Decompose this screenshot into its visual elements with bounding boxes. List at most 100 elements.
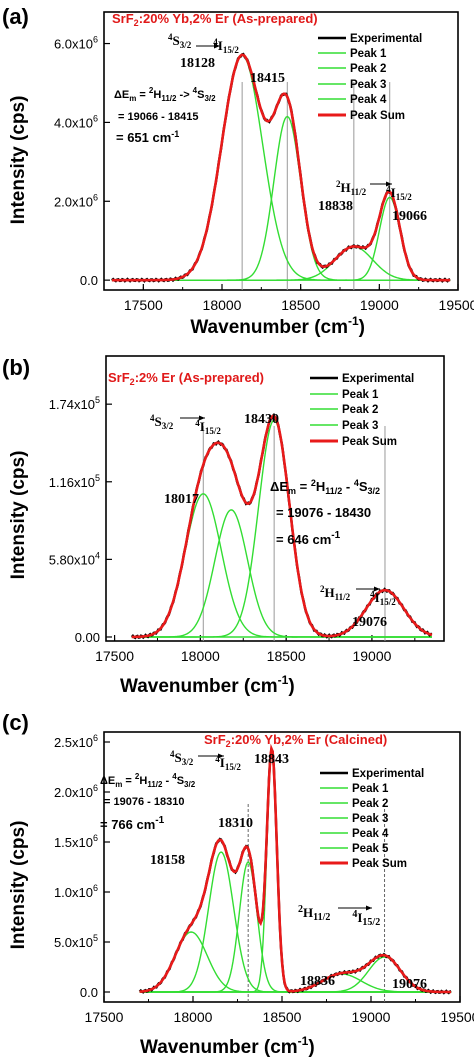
panel-a-peak-sum-curve xyxy=(111,53,451,282)
legend-c-peak5: Peak 5 xyxy=(352,843,389,855)
panel-b-peak-curve-4 xyxy=(131,509,432,638)
panel-c-ytick-label: 1.0x106 xyxy=(54,883,98,900)
panel-c-delta-label: ΔEm = 2H11/2 - 4S3/2 xyxy=(100,772,196,789)
panel-a-delta-calc: = 19066 - 18415 xyxy=(118,111,198,123)
legend-b-peak3: Peak 3 xyxy=(342,420,378,432)
panel-c-transition-minor: 2H11/2 4I15/2 xyxy=(298,904,380,928)
panel-a-peak-label-3: 18838 xyxy=(318,199,353,214)
panel-a-peak-label-4: 19066 xyxy=(392,209,427,224)
panel-a-peak-curve-3 xyxy=(111,245,451,281)
panel-a-xtick-label: 19000 xyxy=(360,297,399,313)
panel-a-letter: (a) xyxy=(2,4,29,29)
panel-b-plot-area: 17500 18000 18500 19000 0.00 5.80x104 1.16x105… xyxy=(49,355,445,664)
panel-c-ytick-label: 5.0x105 xyxy=(54,933,98,950)
panel-c-xtick-label: 17500 xyxy=(85,1009,124,1025)
panel-c-xtick-label: 19500 xyxy=(441,1009,474,1025)
panel-a-xtick-label: 18000 xyxy=(203,297,242,313)
panel-a-experimental-curve xyxy=(111,52,451,283)
panel-c-peak-label-2: 18310 xyxy=(218,816,253,831)
panel-b-annotations: 4S3/2 4I15/2 2H11/2 4I15/2 ΔEm = 2H11/2 - … xyxy=(150,412,396,630)
panel-c-xtick-label: 18500 xyxy=(263,1009,302,1025)
panel-c-delta-result: = 766 cm-1 xyxy=(100,815,165,832)
panel-b-transition-minor: 2H11/2 4I15/2 xyxy=(320,584,396,607)
panel-a-xlabel: Wavenumber (cm-1) xyxy=(190,314,365,338)
panel-c-ytick-label: 1.5x106 xyxy=(54,833,98,850)
legend-b-experimental: Experimental xyxy=(342,373,414,385)
legend-c-experimental: Experimental xyxy=(352,768,424,780)
legend-a-peaksum: Peak Sum xyxy=(350,110,405,122)
panel-c-letter: (c) xyxy=(2,710,29,735)
panel-b-peak-label-2: 18430 xyxy=(244,412,279,427)
panel-b-xtick-label: 18500 xyxy=(267,648,306,664)
panel-c-peak-curve-2 xyxy=(139,861,452,993)
panel-c-ytick-label: 0.0 xyxy=(80,985,98,1000)
panel-c-peak-label-4: 18836 xyxy=(300,974,335,989)
panel-b-ytick-label: 1.74x105 xyxy=(49,395,100,412)
panel-c-peak-label-1: 18158 xyxy=(150,853,185,868)
panel-a-chart: 17500 18000 18500 19000 19500 0.0 2.0x106 4.0x1… xyxy=(2,4,474,338)
panel-a-plot-area: 17500 18000 18500 19000 19500 0.0 2.0x106 4.0x1… xyxy=(54,11,474,313)
panel-b-ylabel: Intensity (cps) xyxy=(8,451,29,580)
legend-b-peaksum: Peak Sum xyxy=(342,436,397,448)
legend-c-peaksum: Peak Sum xyxy=(352,858,407,870)
legend-c-peak2: Peak 2 xyxy=(352,798,388,810)
panel-b-chart: 17500 18000 18500 19000 0.00 5.80x104 1.16x105… xyxy=(2,355,445,697)
panel-a-annotations: 4S3/2 4I15/2 2H11/2 4I15/2 ΔEm = 2H11/2 ->… xyxy=(114,32,427,224)
legend-c-peak1: Peak 1 xyxy=(352,783,389,795)
legend-c-peak3: Peak 3 xyxy=(352,813,388,825)
legend-b-peak2: Peak 2 xyxy=(342,404,378,416)
panel-b-delta-calc: = 19076 - 18430 xyxy=(276,505,371,520)
panel-b-transition-main: 4S3/2 4I15/2 xyxy=(150,413,221,436)
panel-b-peak-label-3: 19076 xyxy=(352,615,387,630)
panel-b-ytick-label: 0.00 xyxy=(75,630,100,645)
panel-a-xtick-label: 19500 xyxy=(439,297,474,313)
panel-c-plot-area: 17500 18000 18500 19000 19500 0.0 5.0x105 1.0x1… xyxy=(54,731,474,1025)
panel-c-peak-label-3: 18843 xyxy=(254,752,289,767)
panel-a-legend: Experimental Peak 1 Peak 2 Peak 3 Peak 4… xyxy=(318,33,422,122)
panel-c-xlabel: Wavenumber (cm-1) xyxy=(140,1034,315,1058)
panel-a-xtick-label: 17500 xyxy=(124,297,163,313)
panel-b-letter: (b) xyxy=(2,355,30,380)
panel-c-legend: Experimental Peak 1 Peak 2 Peak 3 Peak 4… xyxy=(320,768,424,870)
legend-a-experimental: Experimental xyxy=(350,33,422,45)
panel-c-peak-curve-1 xyxy=(139,851,452,993)
panel-b-peak-sum-curve xyxy=(131,414,433,639)
panel-a-ytick-label: 6.0x106 xyxy=(54,35,98,52)
panel-a-axes-frame xyxy=(103,11,459,291)
panel-c-ytick-label: 2.0x106 xyxy=(54,783,98,800)
panel-c-delta-calc: = 19076 - 18310 xyxy=(104,796,184,808)
panel-c-ytick-label: 2.5x106 xyxy=(54,733,98,750)
panel-a-xtick-label: 18500 xyxy=(281,297,320,313)
panel-a-ytick-label: 4.0x106 xyxy=(54,113,98,130)
panel-c-peak-sum-curve xyxy=(139,743,452,994)
panel-a-peak-label-1: 18128 xyxy=(180,56,215,71)
legend-c-peak4: Peak 4 xyxy=(352,828,389,840)
legend-a-peak3: Peak 3 xyxy=(350,79,386,91)
panel-c-chart: 17500 18000 18500 19000 19500 0.0 5.0x105 1.0x1… xyxy=(2,710,474,1058)
panel-b-xtick-label: 17500 xyxy=(95,648,134,664)
panel-a-ytick-label: 2.0x106 xyxy=(54,192,98,209)
panel-b-xtick-label: 19000 xyxy=(352,648,391,664)
panel-a-delta-result: = 651 cm-1 xyxy=(116,129,179,145)
panel-a-title: SrF2:20% Yb,2% Er (As-prepared) xyxy=(112,11,318,28)
legend-a-peak4: Peak 4 xyxy=(350,94,387,106)
panel-c-title: SrF2:20% Yb,2% Er (Calcined) xyxy=(204,732,387,749)
panel-c-transition-main: 4S3/2 4I15/2 xyxy=(170,749,241,772)
panel-a-peak-label-2: 18415 xyxy=(250,71,285,86)
panel-b-ytick-label: 5.80x104 xyxy=(49,550,100,567)
panel-b-axes-frame xyxy=(105,355,445,642)
panel-c-annotations: 4S3/2 4I15/2 2H11/2 4I15/2 ΔEm = 2H11/2 - … xyxy=(100,749,427,992)
panel-c-xtick-label: 19000 xyxy=(352,1009,391,1025)
legend-a-peak1: Peak 1 xyxy=(350,48,387,60)
panel-a-ylabel: Intensity (cps) xyxy=(8,96,29,225)
panel-b-delta-result: = 646 cm-1 xyxy=(276,530,341,547)
panel-c-ylabel: Intensity (cps) xyxy=(8,821,29,950)
panel-b-delta-label: ΔEm = 2H11/2 - 4S3/2 xyxy=(270,478,380,496)
legend-b-peak1: Peak 1 xyxy=(342,389,379,401)
panel-b-peak-label-1: 18017 xyxy=(164,492,199,507)
panel-c-xtick-label: 18000 xyxy=(174,1009,213,1025)
legend-a-peak2: Peak 2 xyxy=(350,63,386,75)
panel-a-transition-main: 4S3/2 4I15/2 xyxy=(168,32,239,55)
panel-b-xlabel: Wavenumber (cm-1) xyxy=(120,673,295,697)
